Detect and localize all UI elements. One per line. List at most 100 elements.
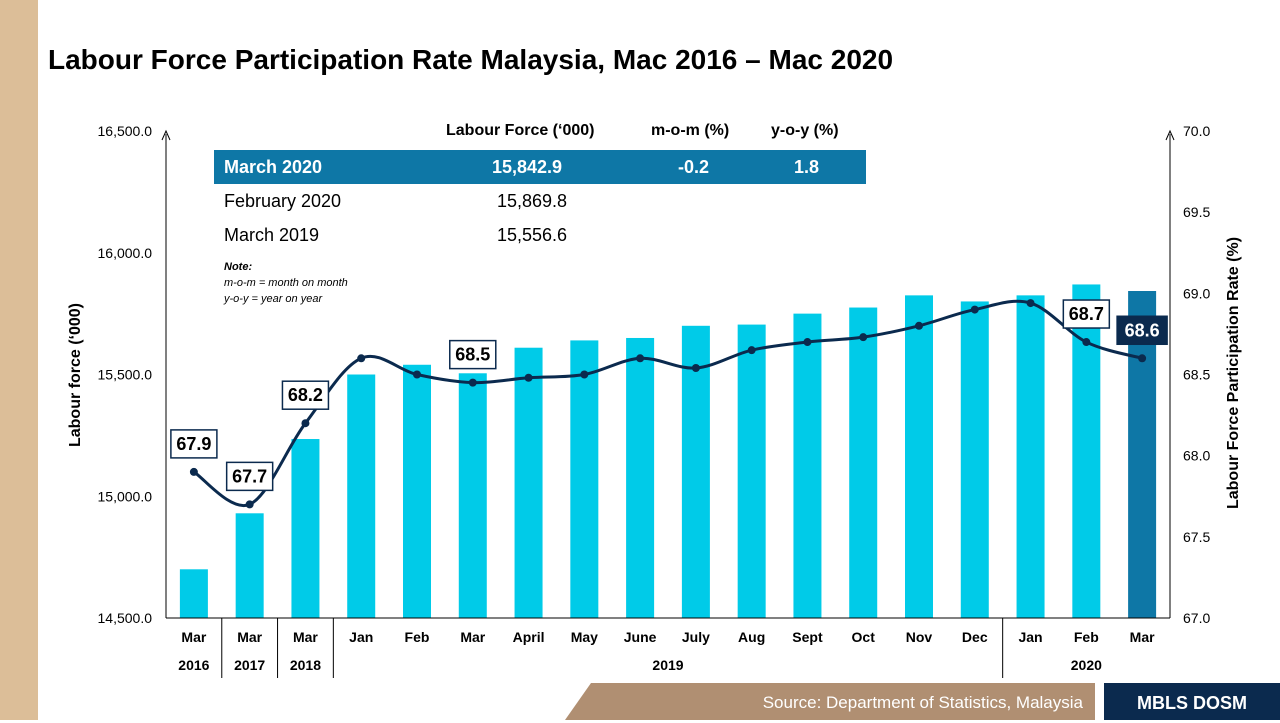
rate-point (915, 321, 923, 330)
page-title: Labour Force Participation Rate Malaysia… (48, 44, 894, 75)
rate-point (245, 500, 254, 509)
rate-point (189, 467, 198, 476)
bar (235, 513, 264, 618)
table-row: March 2019 15,556.6 (214, 218, 866, 252)
bar (570, 340, 599, 618)
bar (1016, 295, 1045, 618)
axis-ticks: 14,500.0 15,000.0 15,500.0 16,000.0 16,500.0… (98, 123, 1211, 626)
x-tick-label: Mar (293, 629, 318, 645)
row-label: March 2020 (224, 157, 323, 177)
y-right-tick-label: 70.0 (1183, 123, 1210, 139)
data-label-box (225, 461, 274, 492)
rate-point (747, 346, 756, 355)
x-year-label: 2019 (652, 657, 683, 673)
rate-point (1082, 338, 1091, 347)
data-labels: 67.9 67.7 68.2 68.5 68.7 68.6 (170, 299, 1168, 492)
data-label-box (170, 429, 218, 459)
x-tick-label: April (513, 629, 545, 645)
brand-banner: MBLS DOSM (1104, 683, 1280, 720)
bar (403, 364, 431, 618)
side-accent-bar (0, 0, 38, 720)
y-left-tick-label: 14,500.0 (98, 610, 153, 626)
source-banner: Source: Department of Statistics, Malays… (565, 683, 1095, 720)
x-tick-label: Mar (1130, 629, 1155, 645)
x-year-label: 2016 (178, 657, 209, 673)
note-title: Note: (224, 261, 253, 273)
y-axis-right-label: Labour Force Participation Rate (%) (1225, 237, 1242, 509)
x-tick-label: June (624, 629, 657, 645)
rate-point (580, 370, 589, 379)
x-year-label: 2020 (1071, 657, 1102, 673)
y-left-tick-label: 16,000.0 (98, 245, 153, 261)
source-text: Source: Department of Statistics, Malays… (762, 693, 1083, 712)
x-tick-label: Feb (405, 629, 430, 645)
y-right-tick-label: 69.0 (1183, 285, 1210, 301)
rate-line-path (193, 299, 1143, 508)
y-axis-left-label: Labour force (‘000) (67, 303, 84, 447)
table-row-highlight: March 2020 15,842.9 -0.2 1.8 (214, 150, 866, 184)
bar (905, 295, 933, 618)
table-header-mom: m-o-m (%) (651, 122, 730, 139)
rate-point (970, 305, 979, 314)
row-label: March 2019 (224, 225, 320, 245)
x-tick-label: May (571, 629, 598, 645)
bar (737, 324, 766, 618)
data-label: 68.7 (1069, 304, 1104, 324)
rate-point (524, 373, 533, 382)
row-labour-force: 15,842.9 (492, 157, 563, 177)
x-tick-label: Jan (349, 629, 373, 645)
x-tick-label: Sept (792, 629, 823, 645)
x-tick-label: Mar (181, 629, 206, 645)
x-tick-label: July (682, 629, 710, 645)
bar (626, 337, 655, 618)
brand-text: MBLS DOSM (1137, 693, 1247, 713)
data-label: 67.9 (176, 434, 211, 454)
row-label: February 2020 (224, 191, 342, 211)
bar (179, 569, 208, 618)
table-row: February 2020 15,869.8 (214, 184, 866, 218)
data-label-box (449, 339, 497, 370)
y-right-tick-label: 67.0 (1183, 610, 1210, 626)
y-right-tick-label: 67.5 (1183, 529, 1210, 545)
bars (179, 284, 1157, 618)
data-label-box (1116, 315, 1168, 346)
rate-point (803, 338, 812, 347)
x-tick-label: Nov (906, 629, 933, 645)
rate-point (1138, 354, 1147, 363)
y-right-tick-label: 68.0 (1183, 448, 1210, 464)
data-label-box (281, 380, 330, 410)
y-left-tick-label: 15,000.0 (98, 488, 153, 504)
bar (291, 439, 320, 618)
note-box: Note: m-o-m = month on month y-o-y = yea… (224, 259, 348, 307)
bar (960, 301, 989, 618)
y-left-tick-label: 15,500.0 (98, 367, 153, 383)
bar (458, 373, 487, 618)
left-axis-arrow (161, 129, 171, 141)
row-labour-force: 15,556.6 (497, 225, 568, 245)
bar (849, 307, 878, 618)
note-line: m-o-m = month on month (224, 277, 348, 289)
table-header-labour-force: Labour Force (‘000) (446, 122, 595, 139)
participation-rate-line (189, 299, 1147, 509)
row-labour-force: 15,869.8 (497, 191, 568, 211)
rate-point (357, 354, 366, 363)
x-tick-label: Mar (460, 629, 485, 645)
rate-point (1026, 299, 1035, 308)
rate-point (691, 364, 700, 373)
table-header-yoy: y-o-y (%) (771, 122, 839, 139)
bar (1128, 291, 1157, 618)
x-tick-label: Feb (1074, 629, 1099, 645)
x-tick-label: Mar (237, 629, 262, 645)
rate-point (301, 419, 310, 428)
x-tick-label: Oct (852, 629, 876, 645)
y-left-tick-label: 16,500.0 (98, 123, 153, 139)
data-label-box (1062, 299, 1111, 329)
x-tick-label: Jan (1018, 629, 1042, 645)
data-label: 68.2 (288, 385, 323, 405)
x-tick-label: Dec (962, 629, 988, 645)
bar (347, 374, 376, 618)
rate-point (636, 354, 645, 363)
x-tick-label: Aug (738, 629, 765, 645)
bar (514, 347, 543, 618)
y-right-tick-label: 68.5 (1183, 367, 1210, 383)
